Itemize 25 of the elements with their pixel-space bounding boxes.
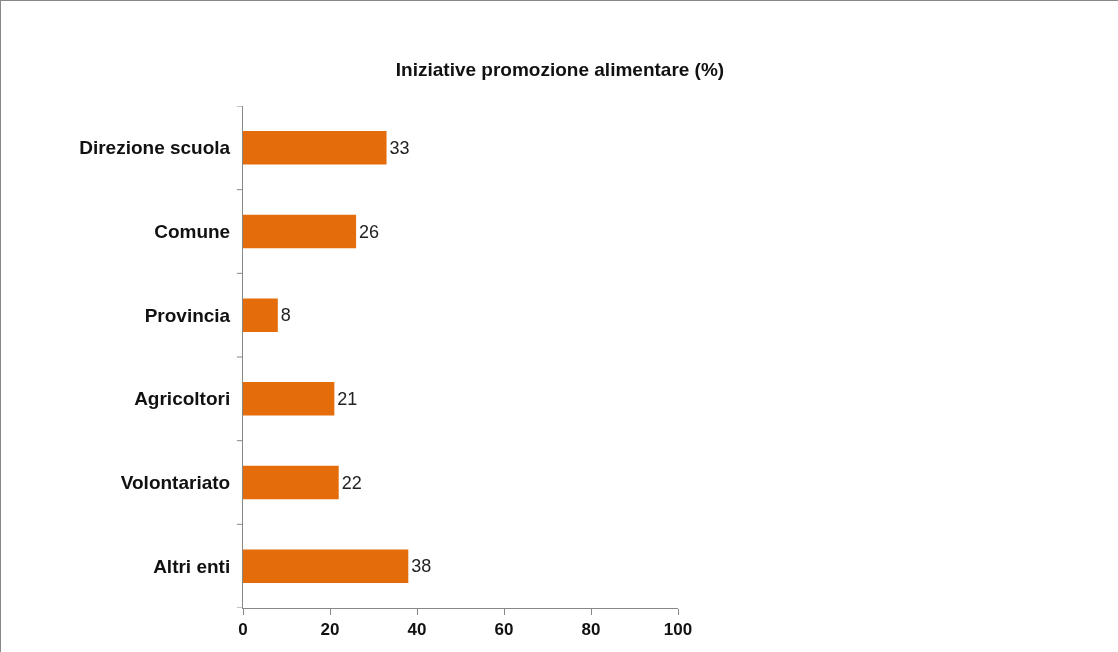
bar: [243, 382, 335, 416]
data-label: 38: [411, 556, 432, 577]
bar: [243, 465, 339, 500]
chart-title: Iniziative promozione alimentare (%): [395, 59, 725, 81]
bar: [243, 298, 278, 332]
y-tick-label: Agricoltori: [134, 388, 231, 410]
y-tick-label: Provincia: [144, 304, 231, 326]
x-tick-label: 100: [663, 620, 693, 640]
y-tick-label: Altri enti: [153, 555, 231, 577]
y-tick-label: Volontariato: [120, 472, 231, 494]
y-tick-label: Comune: [154, 221, 231, 243]
x-tick-label: 20: [320, 620, 340, 640]
data-label: 21: [337, 388, 358, 409]
x-tick-label: 40: [407, 620, 427, 640]
data-label: 22: [341, 472, 362, 493]
data-label: 33: [389, 137, 410, 158]
x-tick-label: 60: [494, 620, 514, 640]
data-label: 26: [359, 221, 380, 242]
bar: [243, 549, 409, 583]
y-tick-label: Direzione scuola: [79, 137, 231, 159]
data-label: 8: [280, 305, 291, 326]
x-tick-label: 0: [238, 620, 248, 640]
bar: [243, 131, 387, 165]
bar: [243, 214, 357, 249]
x-tick-label: 80: [581, 620, 601, 640]
